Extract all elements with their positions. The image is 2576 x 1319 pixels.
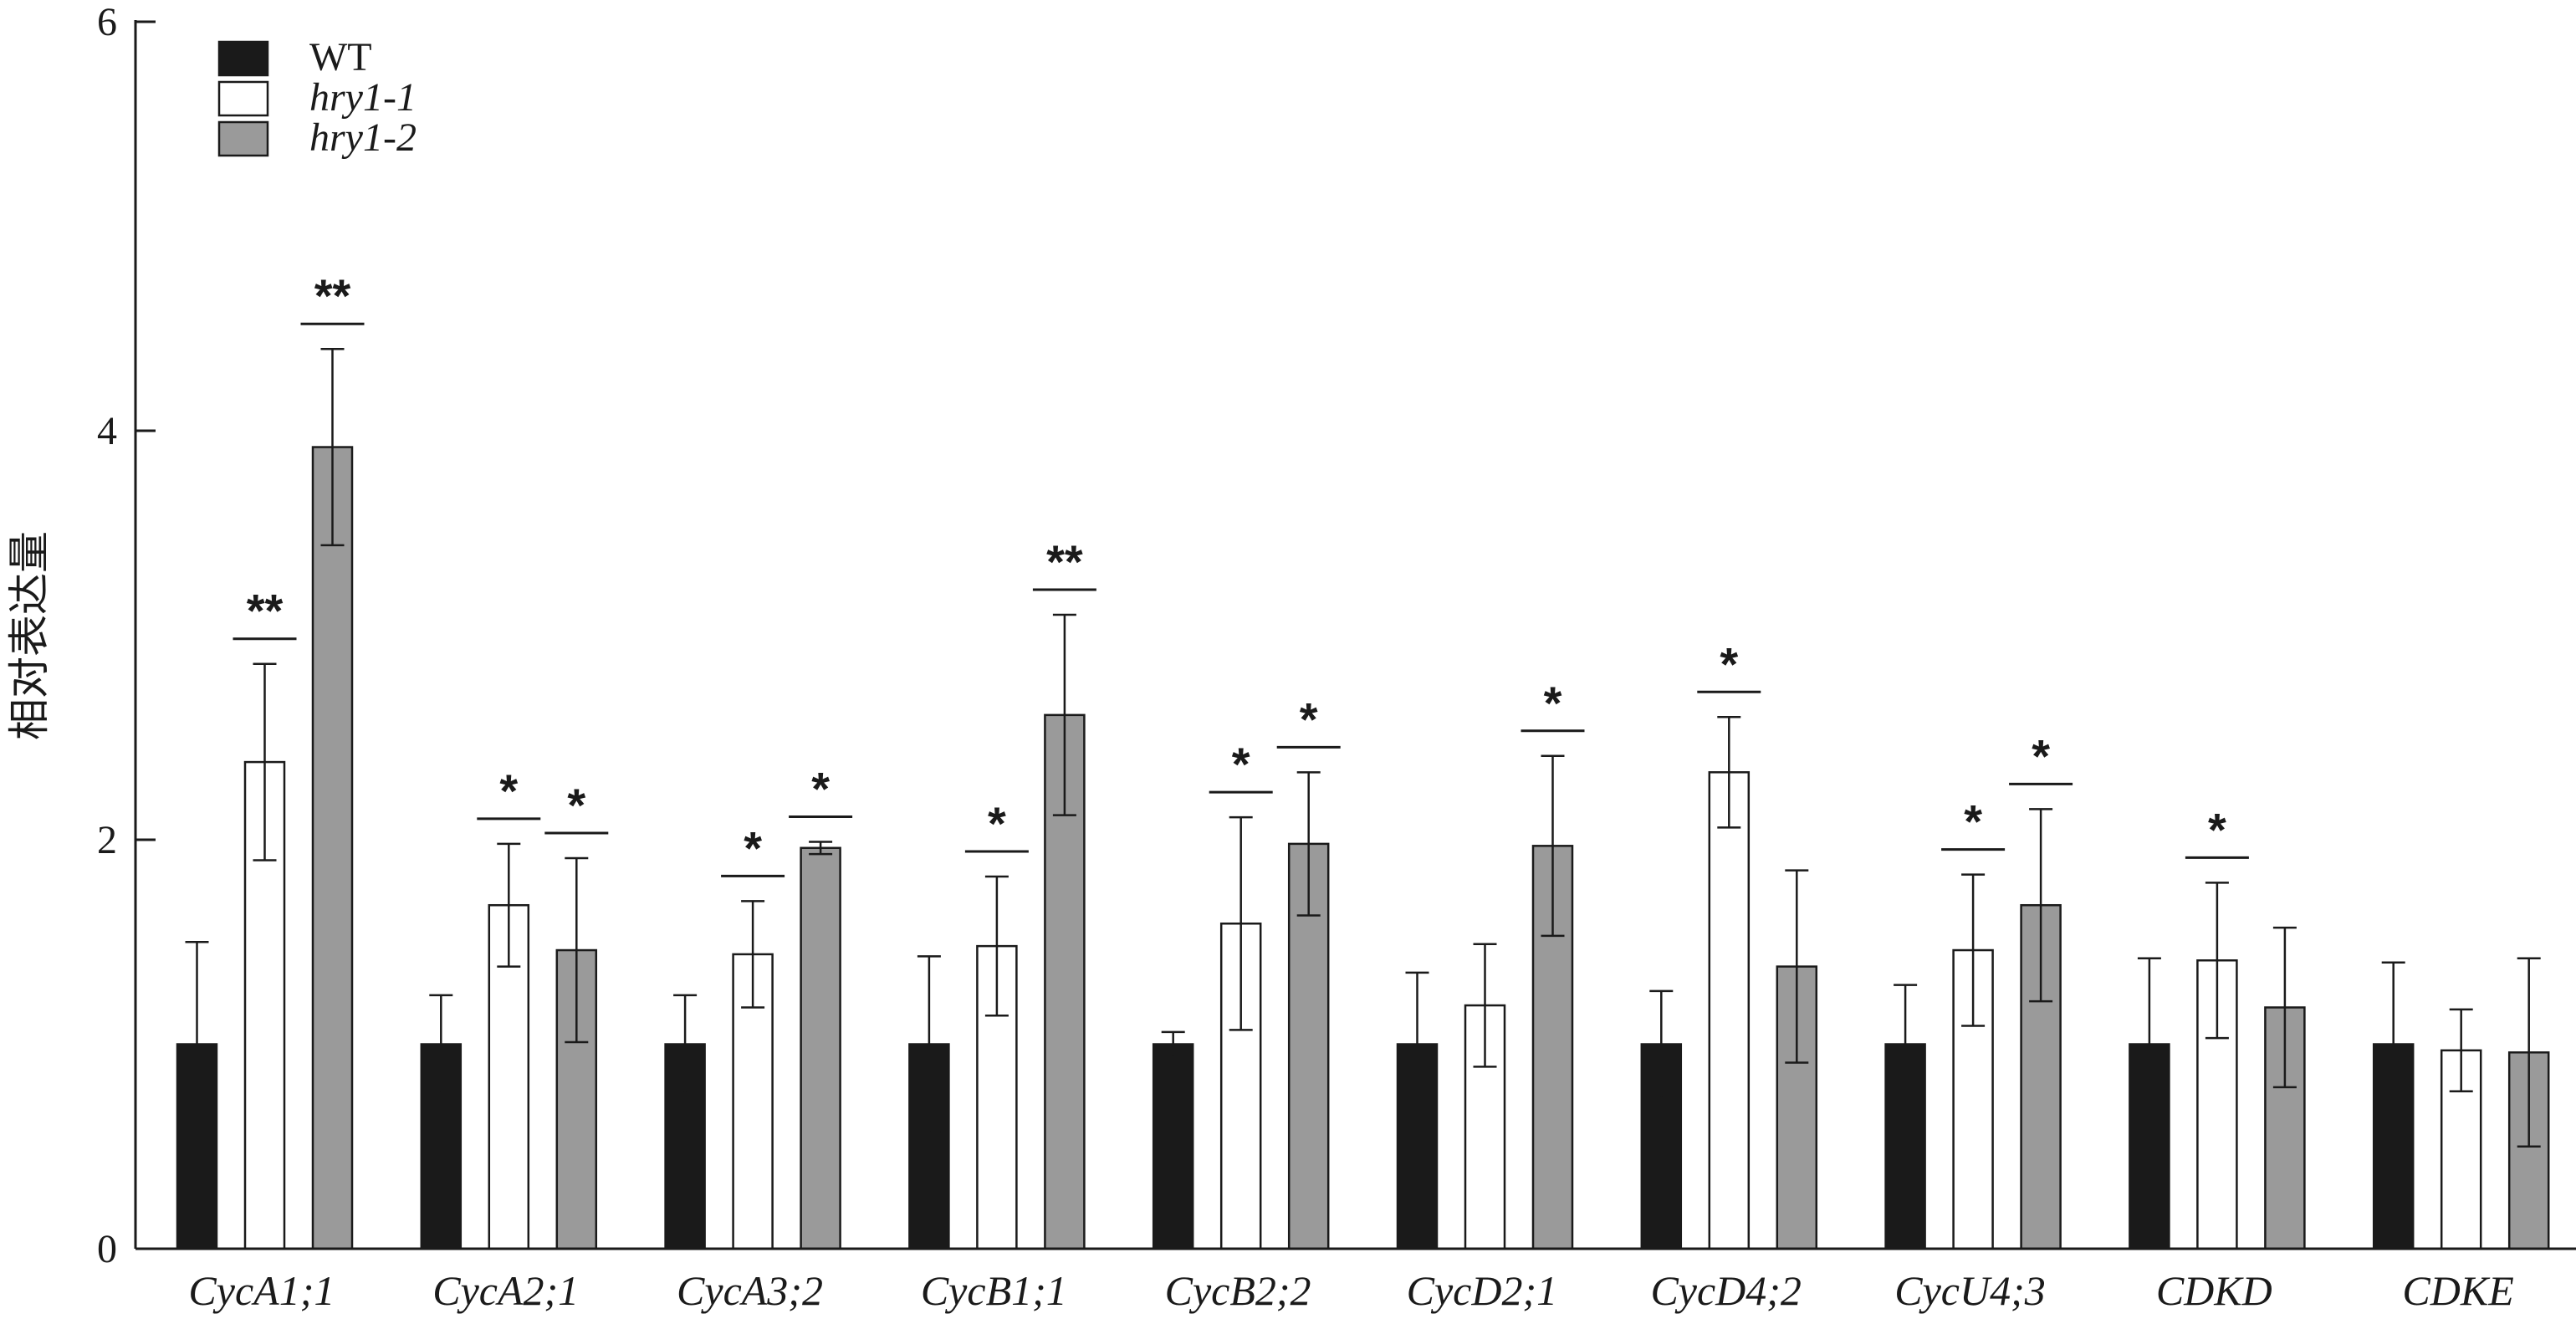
legend-label: WT	[309, 35, 372, 79]
legend-entry: hry1-1	[217, 75, 417, 120]
x-tick-label: CDKE	[2402, 1267, 2513, 1314]
legend-label: hry1-1	[309, 75, 417, 120]
axes: 0 2 4 6 CycA1;1 CycA2;1 CycA3;2 CycB1;1 CycB2;2 C…	[97, 0, 2576, 1314]
significance-marker: *	[1300, 693, 1318, 745]
bar	[311, 446, 354, 1250]
x-tick-label: CycB1;1	[921, 1267, 1067, 1314]
significance-marker: *	[1720, 637, 1738, 690]
legend-entry: hry1-2	[217, 115, 417, 160]
significance-marker: *	[1232, 738, 1250, 790]
x-tick-label: CycA2;1	[432, 1267, 579, 1314]
significance-marker: *	[2032, 729, 2050, 782]
significance-marker: *	[988, 797, 1006, 850]
legend-swatch	[217, 80, 269, 117]
bar-group: ** **	[176, 269, 365, 1250]
y-tick-label: 2	[97, 818, 117, 862]
legend-swatch	[217, 120, 269, 157]
bar-group: **	[1152, 693, 1341, 1250]
bar	[800, 846, 841, 1250]
significance-marker: *	[1964, 795, 1982, 848]
significance-marker: **	[247, 585, 284, 637]
x-tick-label: CycD4;2	[1650, 1267, 1802, 1314]
significance-marker: *	[499, 764, 518, 817]
bar-group: **	[1884, 729, 2073, 1250]
legend-swatch	[217, 40, 269, 77]
bar-group: ***	[908, 535, 1096, 1250]
y-tick-label: 0	[97, 1227, 117, 1271]
bar-groups: ***** ******** *****	[176, 269, 2550, 1250]
bar-group	[2372, 957, 2550, 1250]
significance-marker: *	[744, 821, 762, 874]
significance-marker: *	[1544, 677, 1562, 729]
x-tick-label: CDKD	[2156, 1267, 2272, 1314]
x-tick-label: CycA1;1	[188, 1267, 335, 1314]
bar-group: *	[1640, 637, 1818, 1250]
significance-marker: **	[314, 269, 351, 322]
legend-label: hry1-2	[309, 115, 417, 160]
x-tick-label: CycU4;3	[1894, 1267, 2046, 1314]
bar-group: *	[2129, 803, 2306, 1250]
x-tick-label: CycD2;1	[1407, 1267, 1558, 1314]
y-tick-label: 6	[97, 0, 117, 44]
significance-marker: *	[567, 779, 585, 831]
x-tick-label: CycB2;2	[1165, 1267, 1311, 1314]
bar-group: **	[420, 764, 609, 1250]
bar-group: *	[1396, 677, 1585, 1250]
legend-entry: WT	[217, 35, 372, 79]
y-axis-label: 相对表达量	[5, 531, 54, 740]
bar	[1152, 1043, 1194, 1250]
y-tick-label: 4	[97, 409, 117, 453]
x-tick-label: CycA3;2	[677, 1267, 823, 1314]
bar-group: **	[664, 762, 853, 1250]
significance-marker: **	[1046, 535, 1083, 588]
bar	[1708, 771, 1751, 1250]
significance-marker: *	[811, 762, 830, 815]
significance-marker: *	[2208, 803, 2226, 856]
